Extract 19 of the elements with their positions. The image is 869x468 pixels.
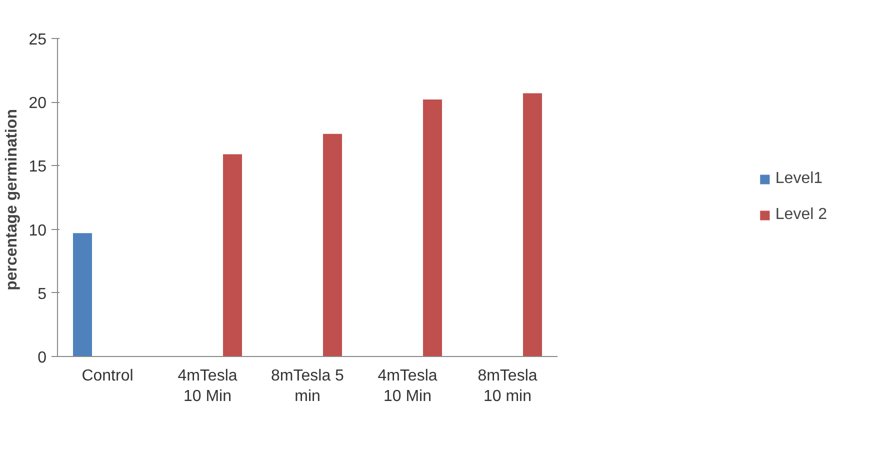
- y-tick-label: 20: [28, 95, 47, 112]
- y-tick-label: 25: [28, 32, 47, 48]
- x-tick-label: 8mTesla 10 min: [478, 368, 538, 405]
- legend-label: Level 2: [775, 206, 827, 224]
- x-tick-label: 4mTesla 10 Min: [378, 368, 438, 405]
- legend-label: Level1: [775, 170, 823, 188]
- y-tick-label: 15: [28, 158, 47, 176]
- bar: [73, 233, 92, 356]
- bar: [423, 100, 442, 356]
- x-tick-label: Control: [82, 368, 134, 384]
- y-axis-title: percentage germination: [4, 109, 21, 290]
- x-tick-label: 4mTesla 10 Min: [178, 368, 238, 405]
- bar: [223, 154, 242, 356]
- y-tick-label: 0: [38, 350, 47, 366]
- bar: [523, 93, 542, 356]
- y-tick-label: 5: [38, 286, 47, 303]
- x-tick-label: 8mTesla 5 min: [271, 368, 344, 405]
- bar: [323, 134, 342, 356]
- y-tick-label: 10: [28, 222, 47, 240]
